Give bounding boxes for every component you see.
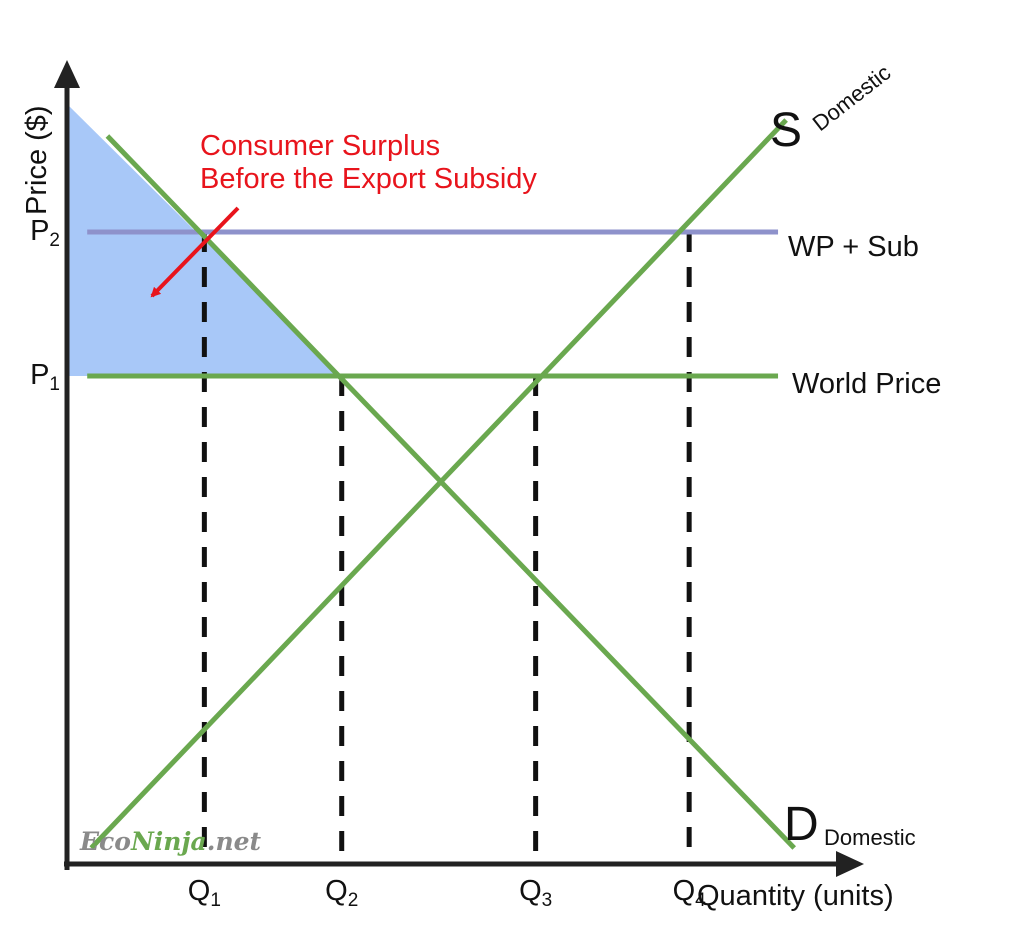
demand-label-sub: Domestic — [824, 825, 916, 850]
x-axis-label: Quantity (units) — [697, 880, 894, 912]
quantity-tick-q4: Q4 — [673, 875, 707, 911]
quantity-tick-labels: Q1 Q2 Q3 Q4 — [188, 875, 706, 911]
price-tick-p1: P1 — [30, 359, 60, 395]
y-axis-label: Price ($) — [21, 105, 53, 215]
quantity-tick-q2: Q2 — [325, 875, 358, 911]
quantity-dashed-lines — [201, 232, 692, 860]
annotation-arrow — [150, 206, 240, 298]
demand-label: D — [784, 798, 819, 851]
x-axis-arrowhead — [836, 851, 864, 877]
quantity-tick-q3: Q3 — [519, 875, 552, 911]
supply-label-sub: Domestic — [808, 60, 896, 136]
annotation-line-1: Consumer Surplus — [200, 130, 440, 162]
price-tick-labels: P2 P1 — [30, 215, 60, 395]
quantity-tick-q1: Q1 — [188, 875, 221, 911]
wp-sub-label: WP + Sub — [788, 231, 919, 263]
y-axis-arrowhead — [54, 60, 80, 88]
supply-curve — [89, 118, 788, 850]
demand-curve — [105, 134, 796, 850]
world-price-label: World Price — [792, 368, 941, 400]
annotation-line-2: Before the Export Subsidy — [200, 163, 537, 195]
price-tick-p2: P2 — [30, 215, 60, 251]
supply-label: S — [770, 104, 802, 157]
watermark: EcoNinja.net — [79, 827, 262, 856]
